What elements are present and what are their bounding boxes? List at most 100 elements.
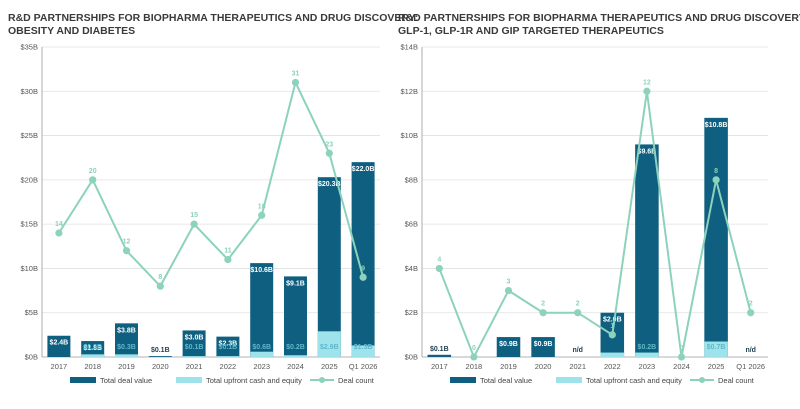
deal-count-label: 3 xyxy=(507,279,511,286)
total-value-label: $10.6B xyxy=(250,267,273,274)
upfront-value-label: $0.6B xyxy=(252,344,271,351)
legend-swatch-total xyxy=(450,377,476,383)
bar-total-deal-value xyxy=(81,341,105,357)
deal-count-point xyxy=(574,309,582,317)
deal-count-label: 20 xyxy=(89,168,97,175)
deal-count-label: 12 xyxy=(643,79,651,86)
upfront-value-label: $0.7B xyxy=(707,344,726,351)
total-value-label: $0.9B xyxy=(499,341,518,348)
y-tick-label: $30B xyxy=(20,87,38,96)
total-value-label: $2.3B xyxy=(219,341,238,348)
x-tick-label: 2021 xyxy=(186,362,203,371)
x-tick-label: Q1 2026 xyxy=(349,362,378,371)
x-tick-label: 2025 xyxy=(321,362,338,371)
total-value-label: $22.0B xyxy=(352,166,375,173)
y-tick-label: $10B xyxy=(20,264,38,273)
bar-total-deal-value xyxy=(635,144,659,357)
bar-upfront-cash-equity xyxy=(284,355,307,357)
total-value-label: $0.1B xyxy=(430,346,449,353)
deal-count-label: 8 xyxy=(158,274,162,281)
deal-count-point xyxy=(258,211,266,219)
bar-total-deal-value xyxy=(47,335,71,357)
legend-swatch-upfront xyxy=(176,377,202,383)
deal-count-label: 2 xyxy=(749,301,753,308)
bar-total-deal-value xyxy=(496,337,521,357)
deal-count-point xyxy=(291,78,300,87)
total-value-label: $2.4B xyxy=(50,340,69,347)
deal-count-point xyxy=(435,264,443,273)
y-tick-label: $6B xyxy=(405,220,418,229)
y-tick-label: $35B xyxy=(20,43,38,52)
bar-total-deal-value xyxy=(284,276,307,357)
upfront-value-label: $2.9B xyxy=(320,344,339,351)
legend-label-deal: Deal count xyxy=(718,376,755,385)
upfront-value-label: $0.2B xyxy=(638,344,657,351)
x-tick-label: 2018 xyxy=(84,362,101,371)
deal-count-point xyxy=(89,176,97,184)
deal-count-label: 2 xyxy=(576,301,580,308)
total-value-label: $0.1B xyxy=(151,347,170,354)
total-value-label: $9.6B xyxy=(638,148,657,155)
deal-count-label: 11 xyxy=(224,248,232,255)
bar-upfront-cash-equity xyxy=(250,351,274,357)
legend-swatch-upfront xyxy=(556,377,582,383)
deal-count-point xyxy=(539,309,547,317)
deal-count-label: 14 xyxy=(55,221,63,228)
x-tick-label: 2018 xyxy=(466,362,483,371)
bar-total-deal-value xyxy=(216,336,240,357)
y-tick-label: $25B xyxy=(20,131,38,140)
bar-total-deal-value xyxy=(250,263,274,357)
total-value-label: $3.8B xyxy=(117,327,136,334)
deal-count-point xyxy=(190,220,198,228)
deal-count-point xyxy=(325,149,333,157)
legend-swatch-total xyxy=(70,377,96,383)
x-tick-label: 2022 xyxy=(604,362,621,371)
x-tick-label: 2017 xyxy=(51,362,68,371)
bar-upfront-cash-equity xyxy=(600,352,625,357)
bar-upfront-cash-equity xyxy=(317,331,341,357)
deal-count-point xyxy=(504,286,513,295)
deal-count-label: 2 xyxy=(541,301,545,308)
bar-total-deal-value xyxy=(427,354,452,357)
x-tick-label: 2020 xyxy=(152,362,169,371)
y-tick-label: $2B xyxy=(405,308,418,317)
x-tick-label: 2022 xyxy=(220,362,237,371)
bar-total-deal-value xyxy=(704,117,728,357)
deal-count-label: 0 xyxy=(472,345,476,352)
total-value-label: $1.8B xyxy=(83,345,102,352)
legend-swatch-deal-point xyxy=(699,377,705,383)
deal-count-point xyxy=(608,331,616,339)
y-tick-label: $0B xyxy=(405,353,418,362)
x-tick-label: 2020 xyxy=(535,362,552,371)
x-tick-label: Q1 2026 xyxy=(736,362,765,371)
chart-subtitle: OBESITY AND DIABETES xyxy=(8,25,135,37)
deal-count-point xyxy=(224,255,232,264)
total-value-label: n/d xyxy=(572,347,583,354)
upfront-value-label: $1.3B xyxy=(354,344,373,351)
deal-count-label: 4 xyxy=(437,256,441,263)
y-tick-label: $12B xyxy=(400,87,418,96)
x-tick-label: 2019 xyxy=(500,362,517,371)
deal-count-label: 23 xyxy=(325,141,333,148)
bar-total-deal-value xyxy=(148,356,172,357)
y-tick-label: $4B xyxy=(405,264,418,273)
y-tick-label: $5B xyxy=(25,308,38,317)
upfront-value-label: $0.2B xyxy=(286,344,305,351)
deal-count-label: 8 xyxy=(714,168,718,175)
deal-count-point xyxy=(712,176,720,184)
deal-count-line xyxy=(58,79,365,288)
x-tick-label: 2023 xyxy=(639,362,656,371)
upfront-value-label: $0.3B xyxy=(83,344,102,351)
x-tick-label: 2017 xyxy=(431,362,448,371)
deal-count-point xyxy=(122,247,131,255)
bar-upfront-cash-equity xyxy=(81,354,105,357)
deal-count-point xyxy=(156,282,164,290)
x-tick-label: 2025 xyxy=(708,362,725,371)
deal-count-point xyxy=(55,229,63,237)
legend-swatch-deal-point xyxy=(319,377,325,383)
bar-upfront-cash-equity xyxy=(216,356,240,357)
total-value-label: $9.1B xyxy=(286,280,305,287)
deal-count-label: 16 xyxy=(258,203,266,210)
